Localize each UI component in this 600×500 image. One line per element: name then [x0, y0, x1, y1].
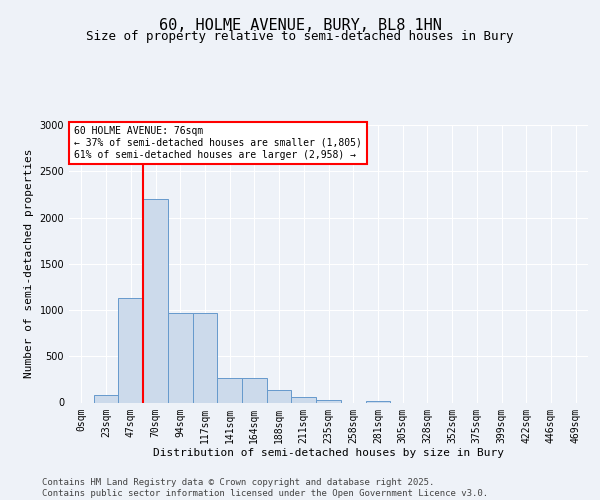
Bar: [242, 378, 267, 402]
Text: Contains HM Land Registry data © Crown copyright and database right 2025.
Contai: Contains HM Land Registry data © Crown c…: [42, 478, 488, 498]
Bar: [316, 400, 341, 402]
Bar: [143, 199, 168, 402]
Bar: [365, 400, 390, 402]
Text: Size of property relative to semi-detached houses in Bury: Size of property relative to semi-detach…: [86, 30, 514, 43]
Bar: [118, 298, 143, 403]
X-axis label: Distribution of semi-detached houses by size in Bury: Distribution of semi-detached houses by …: [153, 448, 504, 458]
Text: 60 HOLME AVENUE: 76sqm
← 37% of semi-detached houses are smaller (1,805)
61% of : 60 HOLME AVENUE: 76sqm ← 37% of semi-det…: [74, 126, 362, 160]
Bar: [267, 390, 292, 402]
Bar: [168, 313, 193, 402]
Bar: [292, 397, 316, 402]
Text: 60, HOLME AVENUE, BURY, BL8 1HN: 60, HOLME AVENUE, BURY, BL8 1HN: [158, 18, 442, 32]
Y-axis label: Number of semi-detached properties: Number of semi-detached properties: [24, 149, 34, 378]
Bar: [193, 313, 217, 402]
Bar: [217, 378, 242, 402]
Bar: [94, 395, 118, 402]
